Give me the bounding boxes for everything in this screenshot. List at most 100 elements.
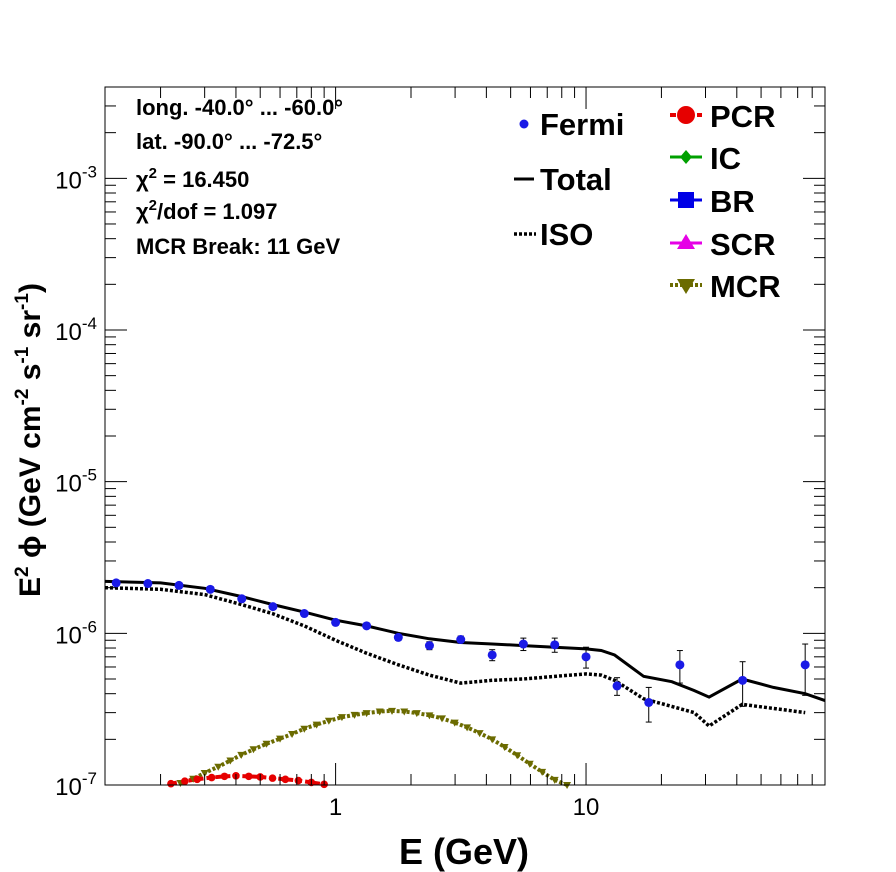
series-mcr-point [249,746,258,754]
series-pcr-point [207,773,216,782]
y-label-sup: -1 [12,346,33,363]
annotation-latitude: lat. -90.0° ... -72.5° [136,129,322,154]
annotation-block: long. -40.0° ... -60.0° lat. -90.0° ... … [136,95,343,259]
series-mcr-point [450,719,459,727]
legend-br-label: BR [710,184,755,219]
x-axis-label: E (GeV) [399,831,529,872]
series-mcr-point [276,735,285,743]
fermi-point [612,681,622,691]
series-pcr-point [294,776,303,785]
series-mcr-point [288,730,297,738]
legend-left: Fermi Total ISO [514,107,624,252]
series-mcr-point [237,751,246,759]
y-axis-label: E2 ϕ (GeV cm-2 s-1 sr-1) [12,283,47,597]
series-mcr-point [200,769,209,777]
series-mcr-point [300,725,309,733]
legend-fermi-label: Fermi [540,107,624,142]
annotation-chi2: χ2 = 16.450 [136,165,249,192]
legend-scr-marker [677,234,695,249]
fermi-point [581,652,591,662]
series-mcr-point [525,760,534,768]
series-mcr-point [350,711,359,719]
fermi-point [111,578,121,588]
y-tick-label: 10-7 [55,769,97,801]
legend-ic-marker [680,150,692,164]
fermi-point [299,609,309,619]
fermi-point [362,621,372,631]
series-pcr-point [281,775,290,784]
series-mcr-point [324,717,333,725]
series-mcr-point [513,752,522,760]
annotation-mcr-break: MCR Break: 11 GeV [136,234,341,259]
tick-labels: 1 10 10-7 10-6 10-5 10-4 10-3 [55,162,599,821]
y-tick-label: 10-5 [55,466,97,498]
series-mcr-point [538,768,547,776]
fermi-point [456,635,466,645]
legend-iso-label: ISO [540,217,593,252]
fermi-point [331,617,341,627]
legend-pcr-marker [677,106,695,124]
series-pcr-point [268,774,277,782]
y-label-sup: -1 [12,293,33,310]
fermi-point [518,639,528,649]
y-tick-label: 10-4 [55,314,97,346]
series-pcr-point [220,772,229,781]
legend-scr-label: SCR [710,227,775,262]
series-iso-line [104,585,806,729]
fermi-point [738,675,748,685]
legend-mcr-label: MCR [710,269,781,304]
series-pcr-point [193,775,201,784]
axis-ticks [105,86,826,786]
series-mcr-point [388,707,397,715]
series-mcr-point [400,708,409,716]
y-label-sup: -2 [12,389,33,406]
y-label-mid: sr [14,310,47,347]
fermi-point [174,580,184,590]
y-label-mid: s [14,364,47,389]
legend-mcr-marker [677,279,695,294]
series-mcr-point [226,757,235,765]
fermi-point [268,602,278,612]
fermi-point [424,641,434,651]
y-tick-label: 10-3 [55,162,97,194]
fermi-point [143,579,153,589]
fermi-point [237,594,247,604]
series-mcr-point [262,740,271,748]
fermi-point [393,632,403,642]
series-mcr-point [475,730,484,738]
annotation-chi2-dof: χ2/dof = 1.097 [136,197,277,224]
series-mcr-point [463,724,472,732]
legend-br-marker [678,192,694,208]
y-label-sup: 2 [12,566,33,577]
fermi-point [487,650,497,660]
series-mcr-point [375,708,384,716]
legend-pcr-label: PCR [710,99,775,134]
series-pcr-point [167,779,175,788]
y-label-end: ) [14,283,47,293]
series-pcr-point [244,772,253,781]
y-label-mid: ϕ (GeV cm [14,405,47,566]
series-mcr-point [214,763,223,771]
series-mcr-point [500,744,509,752]
series-mcr-point [337,714,346,722]
fermi-point [675,660,685,670]
x-tick-label: 1 [329,794,342,821]
legend-ic-label: IC [710,141,741,176]
legend-total-label: Total [540,162,612,197]
fermi-point [205,584,215,594]
y-label-base: E [14,577,47,597]
fermi-point [644,697,654,707]
series-pcr-point [181,777,189,785]
series-mcr-point [362,710,371,718]
series-mcr-point [550,776,559,784]
series-mcr-point [312,721,321,729]
fermi-point [800,660,810,670]
series-mcr-point [412,710,421,718]
y-tick-label: 10-6 [55,617,97,649]
legend-fermi-marker [519,119,529,129]
series-mcr-point [488,736,497,744]
fermi-point [550,640,560,650]
x-tick-label: 10 [573,794,600,821]
